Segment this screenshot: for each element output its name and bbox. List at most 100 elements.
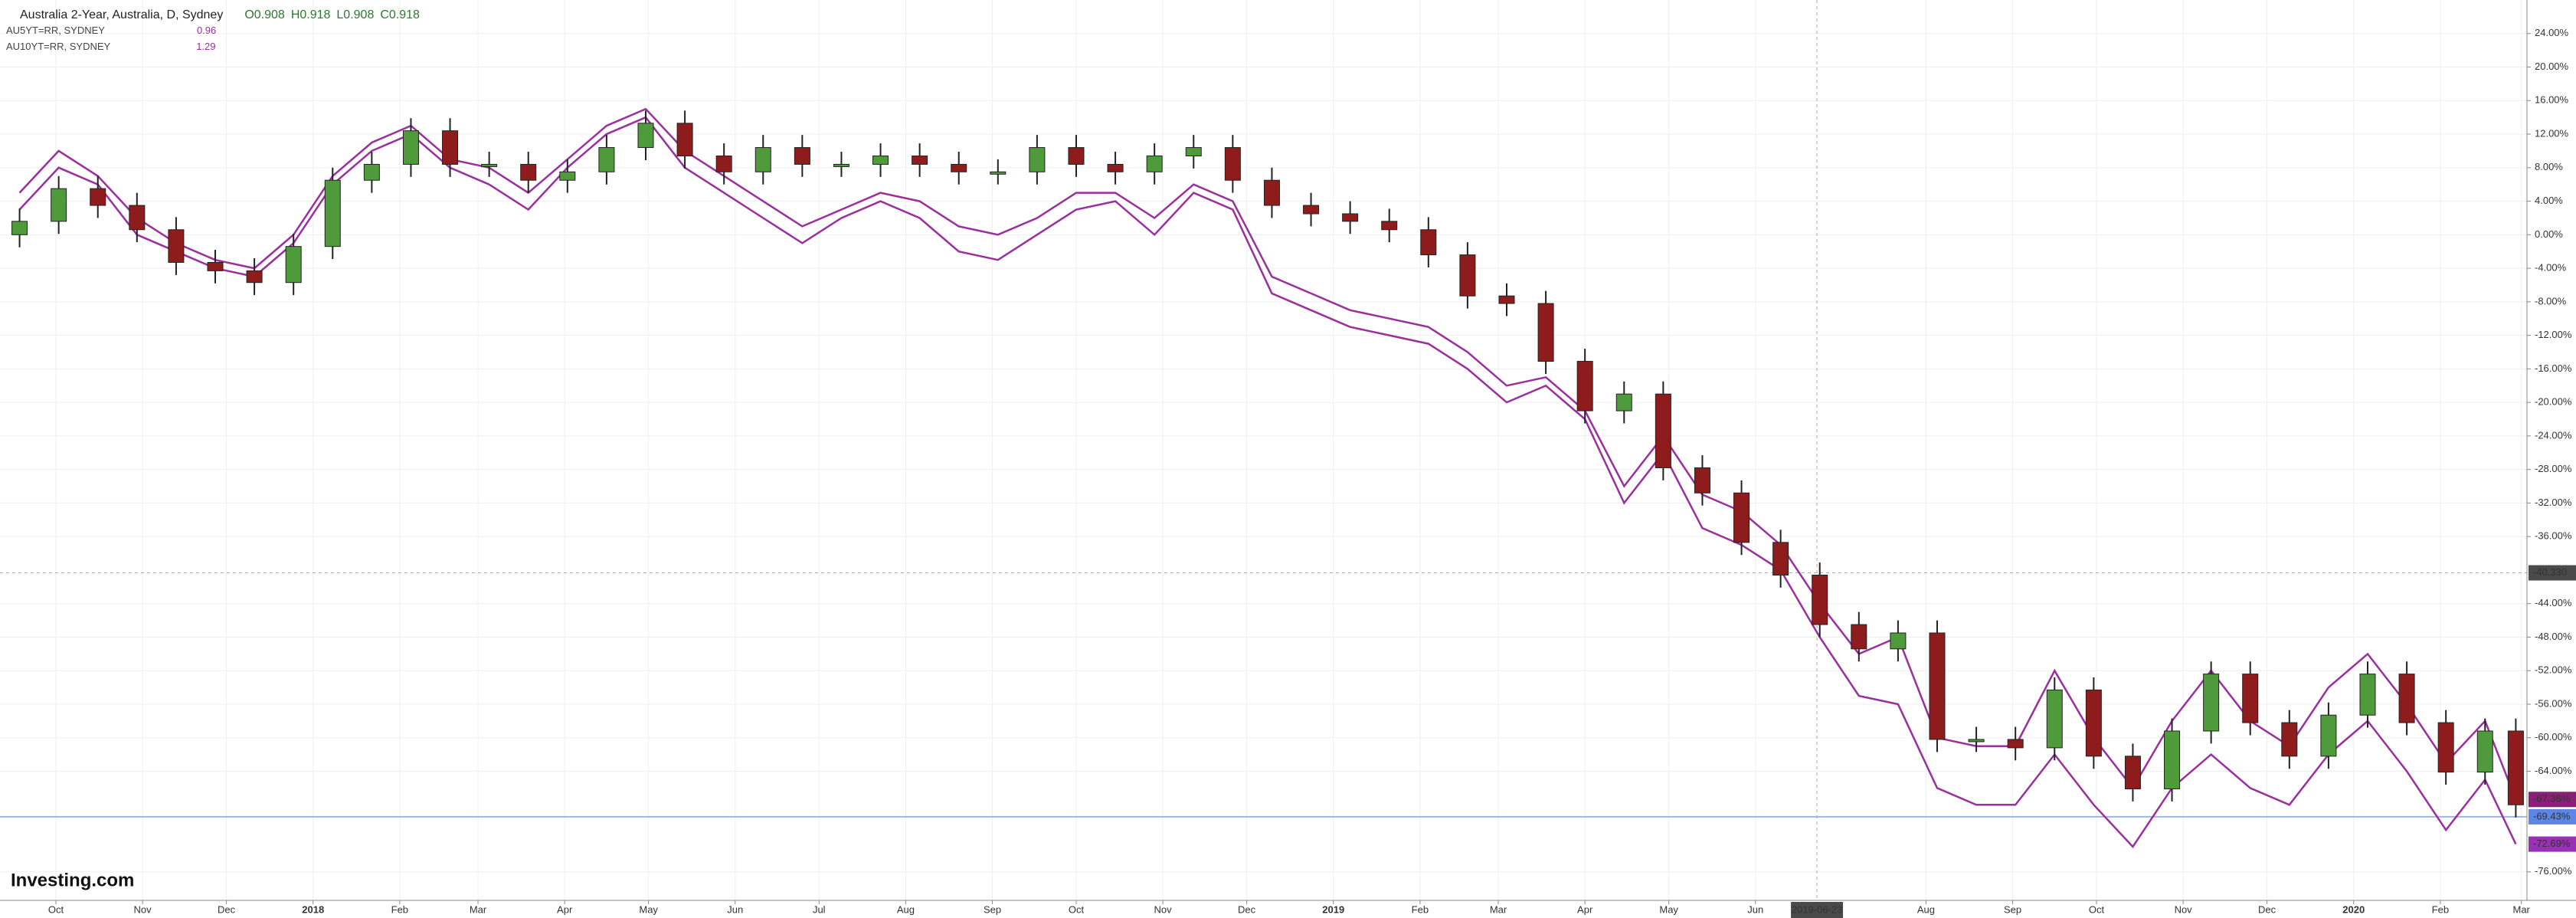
- x-tick-label: May: [639, 903, 658, 915]
- x-tick-label: Aug: [1917, 903, 1935, 915]
- price-label-box: [2529, 808, 2576, 825]
- y-tick-label: -32.00%: [2535, 497, 2572, 508]
- y-tick-label: -8.00%: [2535, 295, 2567, 307]
- x-tick-label: Nov: [134, 903, 152, 915]
- price-label-box: [2529, 792, 2576, 808]
- legend-title: Australia 2-Year, Australia, D, Sydney O0…: [20, 8, 420, 21]
- candle-body: [11, 221, 28, 235]
- y-tick-label: 8.00%: [2535, 161, 2563, 172]
- x-tick-label: Sep: [2004, 903, 2021, 915]
- x-tick-label: Dec: [2258, 903, 2277, 915]
- candle-body: [2085, 689, 2102, 757]
- y-tick-label: -60.00%: [2535, 731, 2572, 743]
- candle-body: [1420, 229, 1437, 256]
- candle-body: [2242, 674, 2259, 723]
- marks: [0, 0, 2527, 900]
- candle-body: [951, 163, 967, 172]
- candle-body: [51, 188, 67, 222]
- y-tick-label: -12.00%: [2535, 329, 2572, 340]
- crosshair-y-label-box: [2529, 565, 2576, 581]
- candle-body: [2320, 714, 2337, 757]
- candle-body: [1459, 254, 1476, 297]
- x-tick-label: 2019: [1322, 903, 1344, 915]
- candle-body: [2398, 674, 2415, 723]
- candle-body: [2437, 722, 2454, 773]
- x-tick-label: Apr: [1577, 903, 1593, 915]
- y-tick-label: 20.00%: [2535, 61, 2569, 72]
- candle-body: [1498, 295, 1515, 304]
- candle-body: [1655, 393, 1671, 468]
- x-tick-label: Jun: [727, 903, 743, 915]
- candle-body: [285, 246, 302, 284]
- candle-body: [1615, 393, 1632, 411]
- y-tick-label: -64.00%: [2535, 765, 2572, 776]
- x-tick-label: Oct: [1069, 903, 1085, 915]
- candle-body: [2281, 722, 2298, 757]
- candle-body: [2359, 674, 2376, 716]
- x-tick-label: Nov: [1154, 903, 1173, 915]
- candle-body: [1107, 163, 1124, 172]
- candle-body: [1224, 147, 1241, 181]
- candle-body: [520, 163, 537, 181]
- series-line: [18, 116, 2517, 849]
- candle-body: [2164, 730, 2181, 789]
- series-line: [18, 107, 2517, 800]
- logo: Investing.com: [11, 870, 134, 890]
- x-tick-label: Nov: [2175, 903, 2193, 915]
- ohlc-close: C0.918: [380, 8, 420, 21]
- y-tick-label: -16.00%: [2535, 362, 2572, 374]
- candle-body: [324, 179, 341, 248]
- crosshair-y-label: -40.330: [2533, 566, 2567, 578]
- crosshair-x-box: [1791, 902, 1844, 918]
- legend-entry[interactable]: AU10YT=RR, SYDNEY 1.29: [6, 41, 216, 52]
- y-tick-label: -24.00%: [2535, 429, 2572, 441]
- candle-body: [1576, 361, 1593, 411]
- candle-body: [363, 163, 380, 181]
- x-tick-label: Oct: [2089, 903, 2105, 915]
- y-tick-label: -4.00%: [2535, 262, 2567, 274]
- candle-body: [1146, 155, 1163, 172]
- candle-body: [1263, 179, 1280, 206]
- y-tick-label: -28.00%: [2535, 463, 2572, 474]
- candle-body: [1733, 492, 1750, 543]
- candle-body: [1968, 739, 1985, 743]
- x-tick-label: Feb: [2432, 903, 2449, 915]
- candle-body: [2203, 674, 2220, 732]
- candle-body: [246, 270, 263, 284]
- x-tick-label: Dec: [1238, 903, 1256, 915]
- x-tick-label: 2020: [2342, 903, 2365, 915]
- candle-body: [2046, 689, 2063, 749]
- y-tick-label: 12.00%: [2535, 127, 2569, 139]
- candle-body: [794, 147, 810, 165]
- legend-entry[interactable]: AU5YT=RR, SYDNEY 0.96: [6, 25, 216, 36]
- y-tick-label: 0.00%: [2535, 228, 2563, 240]
- legend-value: 1.29: [196, 41, 215, 52]
- legend-value: 0.96: [197, 25, 216, 36]
- x-tick-label: Mar: [470, 903, 487, 915]
- x-tick-label: Mar: [2513, 903, 2531, 915]
- candle-body: [168, 229, 185, 263]
- candle-body: [833, 163, 849, 167]
- candle-body: [1185, 147, 1202, 156]
- y-tick-label: -44.00%: [2535, 597, 2572, 608]
- legend-name: AU5YT=RR, SYDNEY: [6, 25, 105, 36]
- price-label: -67.36%: [2533, 793, 2571, 805]
- candle-body: [1812, 575, 1828, 625]
- crosshair-x-label: 2019-06-23: [1792, 903, 1843, 915]
- x-tick-label: Dec: [218, 903, 236, 915]
- y-tick-label: -48.00%: [2535, 631, 2572, 642]
- candle-body: [481, 163, 498, 167]
- legend-name: AU10YT=RR, SYDNEY: [6, 41, 111, 52]
- candle-body: [715, 155, 732, 172]
- x-tick-label: Aug: [897, 903, 915, 915]
- candle-body: [442, 130, 459, 165]
- x-tick-label: Mar: [1490, 903, 1507, 915]
- candle-body: [676, 123, 693, 156]
- candle-body: [1029, 147, 1046, 172]
- y-tick-label: -56.00%: [2535, 697, 2572, 709]
- candle-body: [872, 155, 889, 165]
- x-tick-label: Feb: [1412, 903, 1429, 915]
- candle-body: [990, 171, 1007, 175]
- candle-body: [1890, 632, 1907, 650]
